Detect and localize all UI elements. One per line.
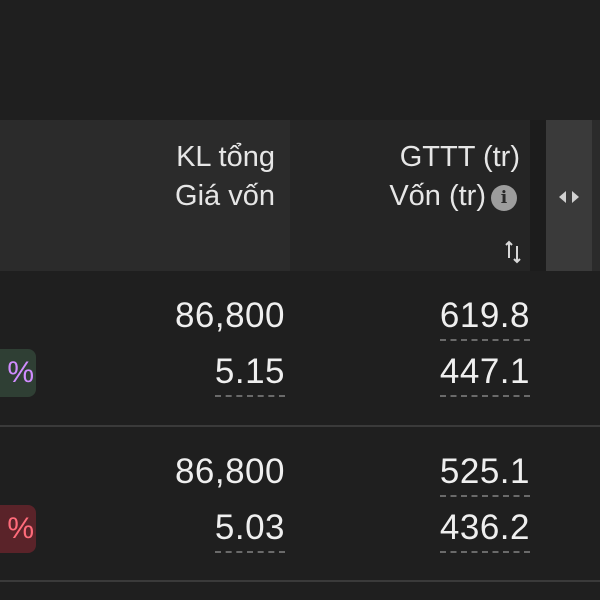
table-header: [0, 120, 600, 271]
header-von-label: Vốn (tr): [389, 180, 486, 212]
header-gttt-label: GTTT (tr): [399, 141, 520, 173]
change-badge-text: %: [7, 512, 34, 545]
header-kl-tong-label: KL tổng: [176, 141, 275, 173]
top-toolbar-area: [0, 0, 600, 120]
change-badge: %: [0, 349, 36, 397]
sort-icon[interactable]: [503, 238, 525, 266]
header-cell-gttt-von[interactable]: [290, 120, 530, 271]
gia-von-value[interactable]: 5.03: [214, 508, 285, 553]
von-value[interactable]: 436.2: [439, 508, 530, 553]
column-resize-handle[interactable]: [546, 120, 592, 271]
kl-tong-value: 86,800: [174, 452, 285, 491]
header-gia-von-label: Giá vốn: [175, 180, 275, 212]
info-icon[interactable]: i: [491, 185, 517, 211]
gttt-value[interactable]: 619.8: [439, 296, 530, 341]
von-value[interactable]: 447.1: [439, 352, 530, 397]
change-badge: %: [0, 505, 36, 553]
header-cell-kl-gia-von[interactable]: [0, 120, 288, 271]
row-divider: [0, 580, 600, 582]
header-separator: [530, 120, 546, 271]
row-divider: [0, 425, 600, 427]
gttt-value[interactable]: 525.1: [439, 452, 530, 497]
change-badge-text: %: [7, 356, 34, 389]
resize-handle-icon[interactable]: [557, 186, 581, 208]
gia-von-value[interactable]: 5.15: [214, 352, 285, 397]
kl-tong-value: 86,800: [174, 296, 285, 335]
header-edge: [592, 120, 600, 271]
